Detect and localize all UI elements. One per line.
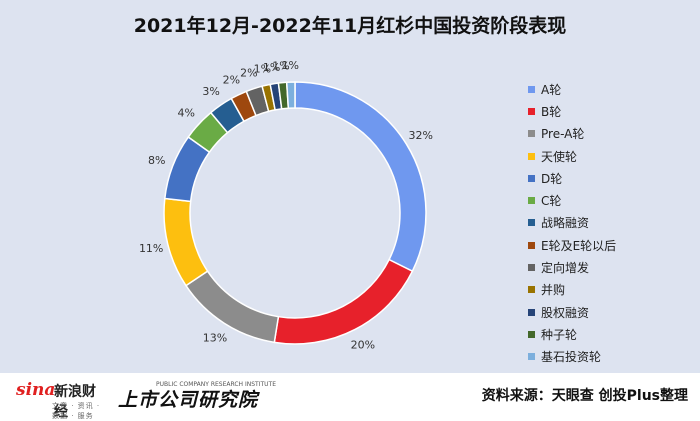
legend-label: C轮 bbox=[541, 194, 562, 209]
legend-label: 股权融资 bbox=[541, 305, 590, 320]
legend-item: C轮 bbox=[528, 189, 616, 211]
legend-label: Pre-A轮 bbox=[541, 127, 585, 142]
legend-swatch bbox=[528, 264, 535, 272]
legend-item: 股权融资 bbox=[528, 301, 616, 323]
legend-swatch bbox=[528, 130, 535, 138]
legend-swatch bbox=[528, 241, 535, 249]
data-label-A轮: 32% bbox=[409, 129, 433, 142]
chart-title: 2021年12月-2022年11月红杉中国投资阶段表现 bbox=[133, 15, 567, 37]
data-label-基石投资轮: 1% bbox=[282, 59, 299, 72]
slice-基石投资轮 bbox=[285, 81, 296, 110]
data-label-E轮及E轮以后: 2% bbox=[223, 73, 240, 86]
legend-swatch bbox=[528, 286, 535, 294]
slice-B轮 bbox=[273, 258, 414, 345]
chart-area: 2021年12月-2022年11月红杉中国投资阶段表现 32% 20% 13% 11%… bbox=[0, 0, 700, 373]
legend-label: D轮 bbox=[541, 171, 563, 186]
slice-A轮 bbox=[294, 81, 427, 273]
legend-item: 基石投资轮 bbox=[528, 346, 616, 368]
legend-swatch bbox=[528, 152, 535, 160]
legend-item: 并购 bbox=[528, 279, 616, 301]
legend-item: 天使轮 bbox=[528, 145, 616, 167]
donut-chart: 32%20%13%11%8%4%3%2%2%1%1%1%1% bbox=[139, 59, 433, 352]
legend-item: 种子轮 bbox=[528, 323, 616, 345]
legend-label: 定向增发 bbox=[541, 261, 590, 276]
data-label-D轮: 8% bbox=[148, 154, 165, 167]
data-label-定向增发: 2% bbox=[240, 66, 257, 79]
legend-swatch bbox=[528, 330, 535, 338]
legend-swatch bbox=[528, 107, 535, 115]
legend-item: B轮 bbox=[528, 100, 616, 122]
data-label-并购: 1% bbox=[254, 63, 271, 76]
legend-item: 定向增发 bbox=[528, 256, 616, 278]
institute-name: 上市公司研究院 bbox=[118, 389, 259, 411]
chart-legend: A轮 B轮 Pre-A轮 天使轮 D轮 C轮战略融资 E轮及E轮以后 定向增发并购股权融资种子… bbox=[528, 78, 616, 368]
data-label-天使轮: 11% bbox=[139, 242, 163, 255]
legend-label: A轮 bbox=[541, 82, 562, 97]
footer: sina 新浪财经 文章 · 资讯 · 数据 · 服务 PUBLIC COMPA… bbox=[0, 373, 700, 421]
legend-label: 基石投资轮 bbox=[541, 350, 602, 365]
legend-swatch bbox=[528, 174, 535, 182]
legend-label: 并购 bbox=[541, 283, 566, 298]
legend-swatch bbox=[528, 353, 535, 361]
source-note: 资料来源：天眼查 创投Plus整理 bbox=[481, 388, 688, 404]
institute-logo: PUBLIC COMPANY RESEARCH INSTITUTE 上市公司研究… bbox=[118, 378, 276, 416]
institute-english-name: PUBLIC COMPANY RESEARCH INSTITUTE bbox=[156, 381, 276, 388]
data-label-股权融资: 1% bbox=[263, 61, 280, 74]
legend-item: D轮 bbox=[528, 167, 616, 189]
sina-tagline: 文章 · 资讯 · 数据 · 服务 bbox=[52, 402, 101, 420]
legend-swatch bbox=[528, 85, 535, 93]
data-label-种子轮: 1% bbox=[272, 60, 289, 73]
legend-swatch bbox=[528, 219, 535, 227]
legend-label: 战略融资 bbox=[541, 216, 590, 231]
data-label-B轮: 20% bbox=[351, 339, 375, 352]
data-label-Pre-A轮: 13% bbox=[203, 332, 227, 345]
sina-name: 新浪财经 bbox=[54, 384, 96, 420]
legend-item: Pre-A轮 bbox=[528, 123, 616, 145]
slice-Pre-A轮 bbox=[184, 270, 280, 344]
sina-finance-logo: sina 新浪财经 文章 · 资讯 · 数据 · 服务 bbox=[12, 378, 108, 420]
sina-wordmark: sina bbox=[16, 380, 56, 400]
legend-swatch bbox=[528, 308, 535, 316]
legend-label: B轮 bbox=[541, 104, 562, 119]
legend-label: 天使轮 bbox=[541, 149, 578, 164]
legend-swatch bbox=[528, 197, 535, 205]
data-label-C轮: 4% bbox=[178, 107, 195, 120]
legend-item: A轮 bbox=[528, 78, 616, 100]
slice-天使轮 bbox=[163, 197, 209, 287]
legend-item: E轮及E轮以后 bbox=[528, 234, 616, 256]
data-label-战略融资: 3% bbox=[202, 85, 219, 98]
legend-label: E轮及E轮以后 bbox=[541, 238, 617, 253]
legend-item: 战略融资 bbox=[528, 212, 616, 234]
legend-label: 种子轮 bbox=[541, 327, 578, 342]
